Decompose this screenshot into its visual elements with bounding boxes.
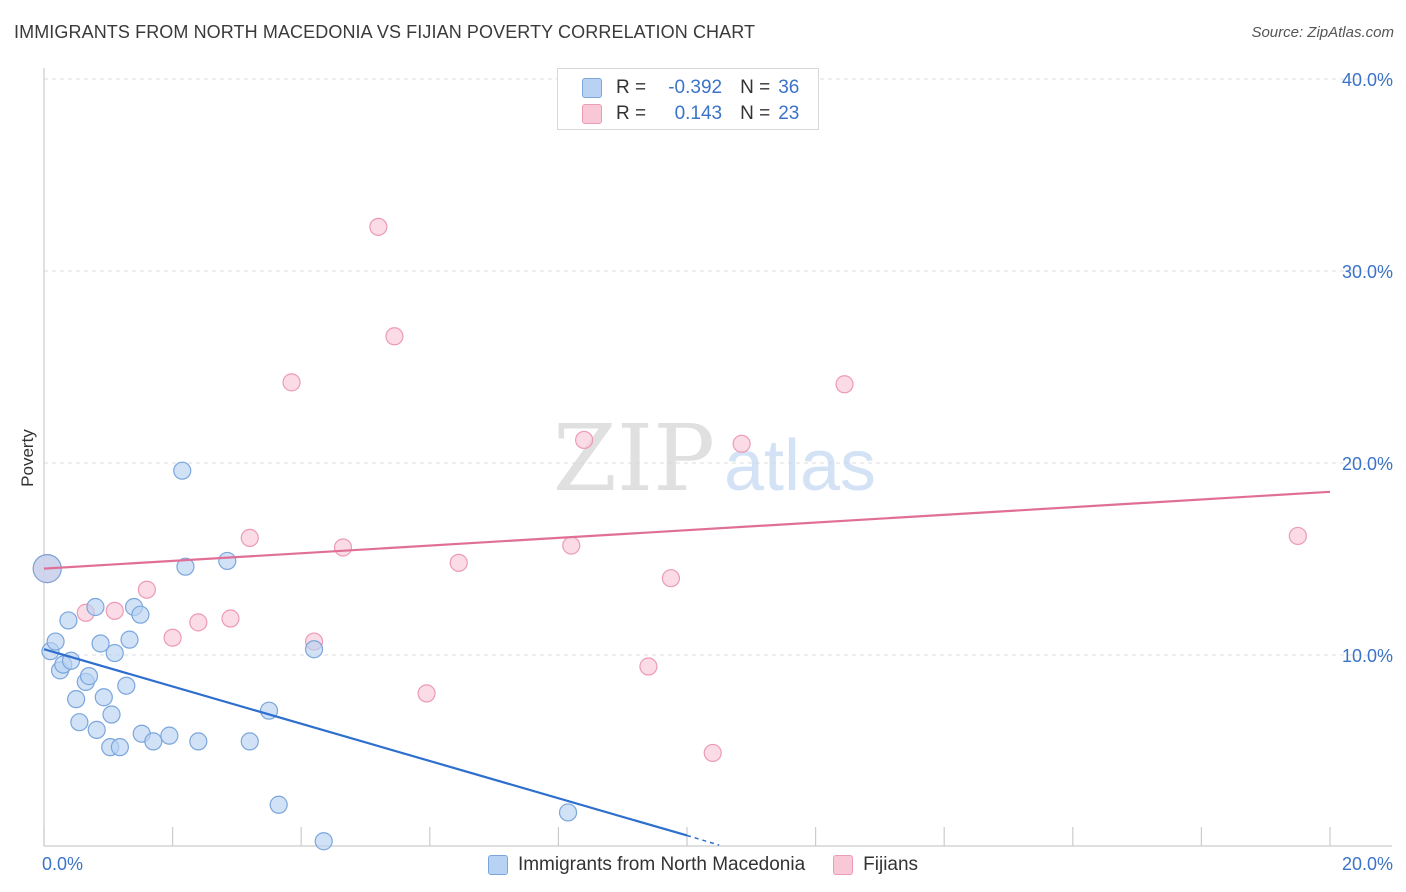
stats-row-blue: R = -0.392 N = 36 [582, 75, 799, 101]
fijians-point [449, 553, 468, 572]
r-label: R = [616, 103, 647, 124]
north-macedonia-point [105, 643, 124, 663]
fijians-point [333, 538, 353, 557]
fijians-point [240, 528, 259, 547]
n-value: 23 [778, 103, 800, 124]
fijians-point [639, 657, 658, 676]
fijians-point [661, 569, 681, 588]
y-tick-label: 40.0% [1342, 70, 1393, 90]
pink-swatch [582, 104, 602, 124]
north-macedonia-point [218, 551, 237, 571]
north-macedonia-trendline [43, 648, 688, 837]
watermark-zip: ZIP [553, 405, 715, 512]
north-macedonia-point [79, 667, 99, 686]
fijians-point [385, 327, 404, 346]
north-macedonia-point [86, 597, 105, 617]
trend-lines [43, 490, 1331, 846]
north-macedonia-point [117, 676, 136, 695]
fijians-point [575, 430, 594, 450]
y-tick-label: 30.0% [1342, 262, 1393, 282]
fijians-point [137, 580, 156, 599]
north-macedonia-trendline-extension [686, 834, 720, 846]
axis-labels: 10.0% 20.0% 30.0% 40.0% 0.0% 20.0% Poverty [18, 70, 1393, 874]
fijians-point [282, 373, 301, 392]
fijians-point [562, 536, 581, 555]
fijians-point [417, 684, 436, 703]
north-macedonia-point [110, 738, 129, 757]
r-label: R = [616, 77, 647, 98]
pink-swatch [833, 855, 854, 875]
north-macedonia-point [67, 690, 86, 709]
north-macedonia-points [32, 461, 578, 851]
north-macedonia-point [173, 461, 192, 480]
stats-legend: R = -0.392 N = 36 R = 0.143 N = 23 [557, 68, 819, 130]
y-tick-label: 10.0% [1342, 646, 1393, 666]
grid-layer [44, 78, 1392, 656]
fijians-point [835, 375, 854, 394]
chart-title: IMMIGRANTS FROM NORTH MACEDONIA VS FIJIA… [14, 22, 756, 42]
source-label: Source: ZipAtlas.com [1251, 24, 1394, 41]
north-macedonia-point [94, 688, 113, 707]
blue-swatch [582, 78, 602, 98]
legend-label: Fijians [863, 854, 919, 875]
legend-label: Immigrants from North Macedonia [517, 854, 806, 875]
north-macedonia-point [120, 630, 139, 649]
north-macedonia-point [558, 803, 578, 822]
x-tick-label: 0.0% [42, 854, 83, 874]
north-macedonia-point [59, 611, 78, 630]
north-macedonia-point [102, 705, 121, 724]
north-macedonia-point [240, 732, 259, 751]
north-macedonia-point [314, 832, 333, 851]
n-label: N = [740, 103, 771, 124]
fijians-trendline [43, 490, 1331, 570]
legend-item-north-macedonia[interactable]: Immigrants from North Macedonia [487, 854, 806, 876]
blue-swatch [487, 855, 508, 875]
north-macedonia-point [144, 732, 163, 751]
stats-row-pink: R = 0.143 N = 23 [582, 101, 799, 127]
north-macedonia-point [160, 726, 179, 745]
north-macedonia-point [189, 732, 208, 751]
x-tick-label: 20.0% [1342, 854, 1393, 874]
bottom-legend: Immigrants from North Macedonia Fijians [0, 852, 1406, 878]
north-macedonia-point [87, 720, 106, 739]
r-value: 0.143 [674, 103, 723, 124]
fijians-point [189, 613, 208, 632]
north-macedonia-point [304, 640, 324, 659]
north-macedonia-point [176, 557, 195, 576]
r-value: -0.392 [668, 77, 723, 98]
fijians-point [163, 628, 182, 647]
watermark: ZIP atlas [553, 405, 876, 512]
north-macedonia-point [91, 634, 110, 653]
fijians-point [221, 609, 240, 628]
n-value: 36 [778, 77, 800, 98]
north-macedonia-point [70, 713, 89, 732]
n-label: N = [740, 77, 771, 98]
fijians-point [703, 743, 722, 763]
y-axis-label: Poverty [18, 429, 37, 487]
north-macedonia-point [269, 795, 288, 814]
y-tick-label: 20.0% [1342, 454, 1393, 474]
fijians-point [369, 217, 388, 236]
axis-layer [43, 68, 1392, 847]
fijians-point [105, 601, 124, 620]
legend-item-fijians[interactable]: Fijians [833, 854, 918, 876]
north-macedonia-point [46, 632, 65, 651]
fijians-point [732, 434, 751, 453]
fijians-point [1288, 526, 1307, 546]
north-macedonia-point [131, 605, 150, 624]
